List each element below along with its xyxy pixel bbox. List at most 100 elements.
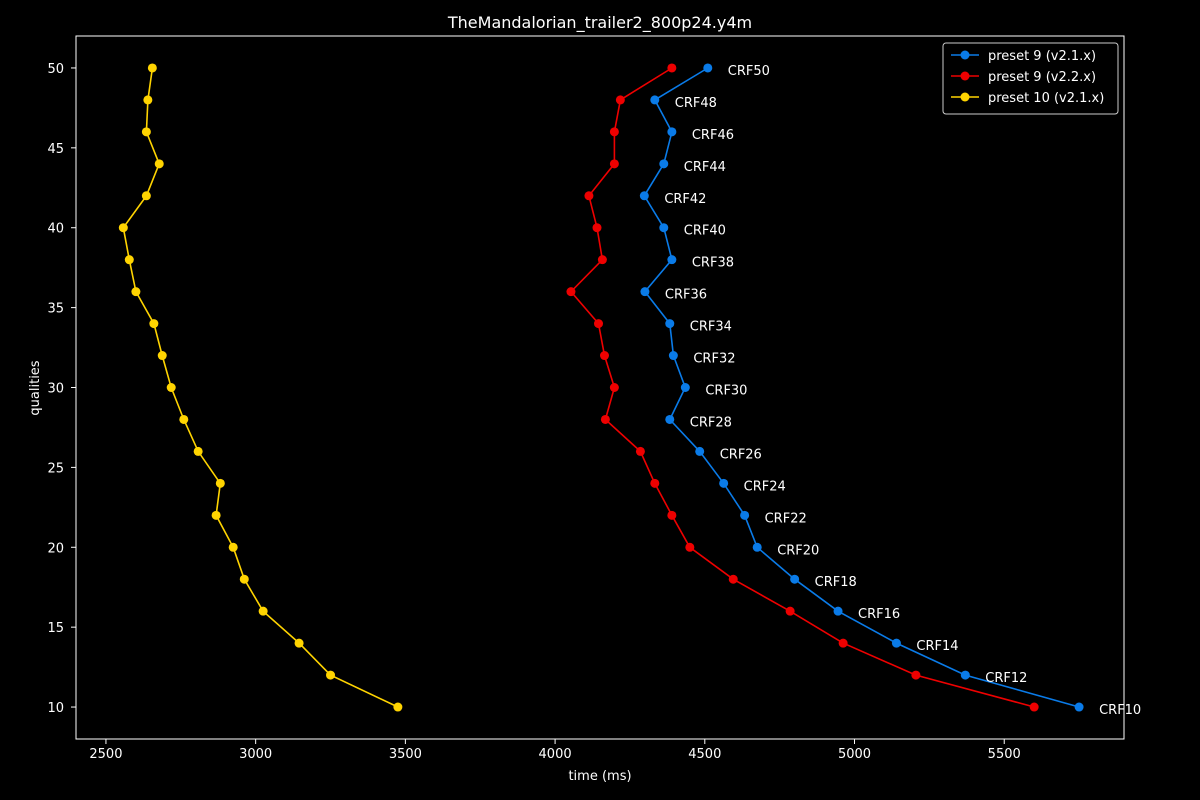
data-point: [211, 510, 221, 520]
point-label: CRF46: [692, 128, 734, 143]
data-point: [566, 287, 576, 297]
point-label: CRF12: [985, 671, 1027, 686]
data-point: [891, 638, 901, 648]
legend-marker: [960, 71, 970, 81]
legend-marker: [960, 92, 970, 102]
point-label: CRF32: [693, 352, 735, 367]
data-point: [667, 510, 677, 520]
data-point: [599, 351, 609, 361]
data-point: [154, 159, 164, 169]
legend-marker: [960, 50, 970, 60]
point-label: CRF50: [728, 64, 770, 79]
y-tick-label: 10: [47, 701, 64, 716]
data-point: [719, 478, 729, 488]
y-tick-label: 25: [47, 461, 64, 476]
data-point: [635, 446, 645, 456]
data-point: [609, 127, 619, 137]
legend-item: preset 10 (v2.1.x): [951, 91, 1104, 106]
y-tick-label: 40: [47, 222, 64, 237]
data-point: [600, 414, 610, 424]
data-point: [147, 63, 157, 73]
data-point: [141, 191, 151, 201]
data-point: [695, 446, 705, 456]
data-point: [592, 223, 602, 233]
data-point: [650, 95, 660, 105]
data-point: [597, 255, 607, 265]
data-point: [650, 478, 660, 488]
data-point: [615, 95, 625, 105]
data-point: [157, 351, 167, 361]
legend-item: preset 9 (v2.1.x): [951, 49, 1096, 64]
data-point: [124, 255, 134, 265]
data-point: [215, 478, 225, 488]
y-tick-label: 20: [47, 541, 64, 556]
data-point: [833, 606, 843, 616]
x-tick-label: 3000: [239, 747, 272, 762]
data-point: [639, 191, 649, 201]
data-point: [258, 606, 268, 616]
data-point: [667, 127, 677, 137]
point-label: CRF18: [815, 575, 857, 590]
data-point: [667, 63, 677, 73]
data-point: [665, 414, 675, 424]
legend-item: preset 9 (v2.2.x): [951, 70, 1096, 85]
point-label: CRF34: [690, 320, 732, 335]
data-point: [703, 63, 713, 73]
legend-box: [942, 42, 1119, 115]
data-point: [143, 95, 153, 105]
legend-label: preset 9 (v2.1.x): [988, 49, 1096, 64]
data-point: [118, 223, 128, 233]
point-label: CRF24: [744, 479, 786, 494]
data-point: [584, 191, 594, 201]
legend-label: preset 9 (v2.2.x): [988, 70, 1096, 85]
data-point: [680, 383, 690, 392]
data-point: [790, 574, 800, 584]
legend-label: preset 10 (v2.1.x): [988, 91, 1104, 106]
data-point: [728, 574, 738, 584]
series-1: CRF10 CRF12 CRF14 CRF16 CRF18 CRF20 CRF22 CRF24…: [639, 63, 1141, 718]
x-axis-label: time (ms): [568, 769, 631, 784]
data-point: [239, 574, 249, 584]
data-point: [785, 606, 795, 616]
data-point: [667, 255, 677, 265]
data-point: [740, 510, 750, 520]
chart-title: TheMandalorian_trailer2_800p24.y4m: [447, 13, 752, 33]
data-point: [609, 159, 619, 169]
point-label: CRF28: [690, 415, 732, 430]
data-point: [665, 319, 675, 329]
x-tick-label: 3500: [389, 747, 422, 762]
data-point: [1074, 702, 1084, 712]
x-tick-label: 5500: [988, 747, 1021, 762]
data-point: [166, 383, 176, 392]
point-label: CRF42: [664, 192, 706, 207]
point-label: CRF36: [665, 288, 707, 303]
x-tick-label: 4500: [688, 747, 721, 762]
data-point: [193, 446, 203, 456]
point-label: CRF44: [684, 160, 726, 175]
point-label: CRF30: [705, 384, 747, 399]
point-label: CRF14: [916, 639, 958, 654]
data-point: [326, 670, 336, 680]
point-label: CRF26: [720, 447, 762, 462]
data-point: [179, 414, 189, 424]
data-point: [668, 351, 678, 361]
y-tick-label: 15: [47, 621, 64, 636]
point-label: CRF38: [692, 256, 734, 271]
point-label: CRF40: [684, 224, 726, 239]
data-point: [594, 319, 604, 329]
data-point: [1029, 702, 1039, 712]
data-point: [659, 223, 669, 233]
point-label: CRF16: [858, 607, 900, 622]
series-2: [566, 63, 1039, 712]
point-label: CRF20: [777, 543, 819, 558]
y-tick-label: 30: [47, 382, 64, 397]
y-axis-label: qualities: [28, 360, 43, 415]
x-tick-label: 4000: [539, 747, 572, 762]
data-point: [911, 670, 921, 680]
data-point: [228, 542, 238, 552]
data-point: [685, 542, 695, 552]
x-tick-label: 2500: [89, 747, 122, 762]
legend: preset 9 (v2.1.x) preset 9 (v2.2.x) preset…: [942, 42, 1119, 115]
y-tick-label: 50: [47, 62, 64, 77]
